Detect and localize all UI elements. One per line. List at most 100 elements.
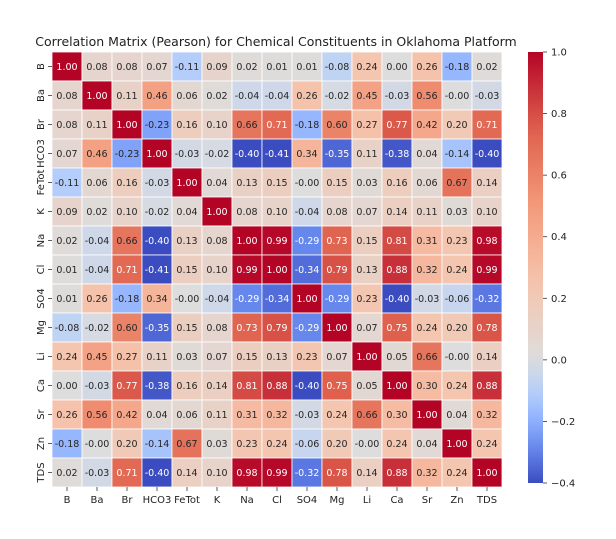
x-tick-label: K [214, 495, 221, 506]
heatmap-cell [261, 167, 293, 198]
cell-value-label: 0.07 [206, 352, 227, 363]
cell-value-label: -0.02 [205, 149, 230, 160]
cell-value-label: -0.23 [145, 120, 170, 131]
heatmap-cell [471, 283, 503, 314]
cell-value-label: -0.40 [385, 294, 410, 305]
cell-value-label: -0.34 [265, 294, 290, 305]
heatmap-cell [231, 428, 263, 459]
cell-value-label: 0.24 [446, 468, 467, 479]
cell-value-label: 0.71 [116, 265, 137, 276]
cell-value-label: 0.66 [236, 120, 257, 131]
y-tick-label: Br [36, 118, 47, 130]
heatmap-cell [411, 254, 443, 285]
heatmap-cell [411, 225, 443, 256]
colorbar-tick-label: 0.6 [551, 171, 567, 182]
cell-value-label: 0.78 [476, 323, 497, 334]
chart-title: Correlation Matrix (Pearson) for Chemica… [35, 34, 516, 49]
cell-value-label: -0.04 [265, 91, 290, 102]
cell-value-label: 0.79 [266, 323, 287, 334]
cell-value-label: 0.01 [56, 265, 77, 276]
cell-value-label: 0.15 [176, 265, 197, 276]
cell-value-label: 0.11 [116, 91, 137, 102]
cell-value-label: -0.29 [295, 323, 320, 334]
heatmap-cell [411, 196, 443, 227]
heatmap-cell [471, 254, 503, 285]
heatmap-cell [141, 457, 173, 488]
cell-value-label: 1.00 [56, 62, 77, 73]
heatmap-cell [81, 80, 113, 111]
cell-value-label: 0.20 [446, 323, 467, 334]
heatmap-cell [141, 283, 173, 314]
cell-value-label: -0.40 [295, 381, 320, 392]
cell-value-label: 0.30 [416, 381, 437, 392]
cell-value-label: 0.07 [356, 323, 377, 334]
cell-value-label: -0.35 [325, 149, 350, 160]
heatmap-cell [81, 196, 113, 227]
heatmap-cell [201, 51, 233, 82]
cell-value-label: 1.00 [326, 323, 347, 334]
y-tick-label: Cl [36, 265, 47, 275]
heatmap-cell [351, 283, 383, 314]
heatmap-cell [231, 167, 263, 198]
cell-value-label: -0.04 [85, 265, 110, 276]
heatmap-cell [111, 283, 143, 314]
cell-value-label: 0.10 [206, 265, 227, 276]
heatmap-cell [411, 370, 443, 401]
y-tick-label: FeTot [36, 170, 47, 196]
heatmap-cell [141, 80, 173, 111]
heatmap-cell [471, 399, 503, 430]
cell-value-label: 0.45 [356, 91, 377, 102]
cell-value-label: 0.26 [86, 294, 107, 305]
cell-value-label: 0.34 [296, 149, 317, 160]
cell-value-label: 0.71 [266, 120, 287, 131]
y-tick-label: K [36, 208, 47, 215]
cell-value-label: 0.08 [326, 207, 347, 218]
cell-value-label: -0.18 [115, 294, 140, 305]
heatmap-cell [321, 312, 353, 343]
cell-value-label: 0.06 [176, 410, 197, 421]
heatmap-cell [201, 341, 233, 372]
heatmap-cell [351, 457, 383, 488]
heatmap-cell [141, 167, 173, 198]
cell-value-label: 0.20 [116, 439, 137, 450]
cell-value-label: 0.23 [356, 294, 377, 305]
heatmap-cell [381, 109, 413, 140]
heatmap-cell [441, 254, 473, 285]
heatmap-cell [321, 138, 353, 169]
cell-value-label: 1.00 [356, 352, 377, 363]
heatmap-cell [201, 138, 233, 169]
cell-value-label: -0.23 [115, 149, 140, 160]
cell-value-label: 0.56 [416, 91, 437, 102]
cell-value-label: -0.18 [445, 62, 470, 73]
cell-value-label: 0.08 [206, 323, 227, 334]
heatmap-cell [111, 196, 143, 227]
heatmap-cell [441, 167, 473, 198]
heatmap-cell [381, 51, 413, 82]
cell-value-label: 0.10 [476, 207, 497, 218]
cell-value-label: 0.75 [386, 323, 407, 334]
cell-value-label: 0.15 [176, 323, 197, 334]
cell-value-label: -0.40 [235, 149, 260, 160]
heatmap-cell [81, 51, 113, 82]
heatmap-cell [231, 283, 263, 314]
heatmap-cell [141, 138, 173, 169]
cell-value-label: 0.04 [176, 207, 197, 218]
colorbar-tick-label: 1.0 [551, 48, 567, 59]
heatmap-cell [441, 51, 473, 82]
heatmap-cell [381, 428, 413, 459]
cell-value-label: 0.06 [176, 91, 197, 102]
cell-value-label: 0.24 [446, 265, 467, 276]
cell-value-label: 0.98 [476, 236, 497, 247]
cell-value-label: -0.03 [85, 468, 110, 479]
cell-value-label: 0.03 [446, 207, 467, 218]
cell-value-label: 1.00 [206, 207, 227, 218]
cell-value-label: 0.06 [86, 178, 107, 189]
cell-value-label: 0.71 [116, 468, 137, 479]
heatmap-cell [471, 80, 503, 111]
cell-value-label: 0.24 [476, 439, 497, 450]
cell-value-label: 0.88 [266, 381, 287, 392]
cell-value-label: 0.04 [416, 439, 437, 450]
heatmap-cell [171, 80, 203, 111]
y-tick-label: HCO3 [36, 139, 47, 168]
